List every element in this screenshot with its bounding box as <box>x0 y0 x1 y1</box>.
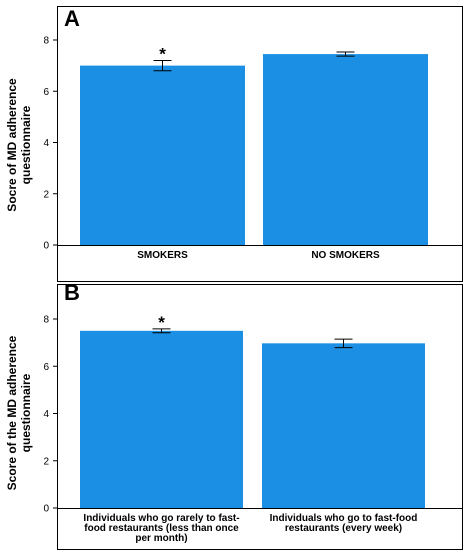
category-label: SMOKERS <box>137 250 188 261</box>
y-tick-label: 8 <box>43 36 49 47</box>
bar <box>80 330 243 508</box>
category-label-line: Individuals who go to fast-food <box>270 513 418 524</box>
y-tick-label: 0 <box>43 241 49 252</box>
chart-panel-a: 0 2 4 6 8 Socre of MD adherencequestionnaire A… <box>5 6 463 282</box>
panel-letter: A <box>64 6 80 31</box>
y-tick-label: 6 <box>43 362 49 373</box>
bar <box>263 54 428 245</box>
category-label: Individuals who go to fast-food restauran… <box>270 513 418 534</box>
y-axis-title-line: questionnaire <box>19 373 33 452</box>
y-tick-label: 4 <box>43 409 49 420</box>
category-label: NO SMOKERS <box>311 250 380 261</box>
category-label-line: Individuals who go rarely to fast- <box>83 513 239 524</box>
significance-marker: * <box>159 45 166 64</box>
y-axis-title-line: Score of the MD adherence <box>5 335 19 490</box>
category-label-line: SMOKERS <box>137 250 188 261</box>
y-axis-title-line: questionnaire <box>19 105 33 184</box>
category-label-line: food restaurants (less than once <box>84 523 239 534</box>
panel-letter: B <box>64 280 80 305</box>
category-label-line: NO SMOKERS <box>311 250 380 261</box>
y-tick-label: 8 <box>43 315 49 326</box>
y-tick-label: 2 <box>43 456 49 467</box>
bar <box>262 343 425 508</box>
y-tick-label: 6 <box>43 87 49 98</box>
y-tick-label: 2 <box>43 189 49 200</box>
chart-panel-b: 0 2 4 6 8 Score of the MD adherencequestionna… <box>5 280 463 550</box>
y-tick-label: 0 <box>43 504 49 515</box>
y-axis-title: Score of the MD adherencequestionnaire <box>5 335 33 490</box>
significance-marker: * <box>158 313 165 332</box>
category-label: Individuals who go rarely to fast-food r… <box>83 513 239 544</box>
y-axis-title-line: Socre of MD adherence <box>5 78 19 212</box>
category-label-line: per month) <box>135 533 187 544</box>
category-label-line: restaurants (every week) <box>285 523 402 534</box>
y-axis-title: Socre of MD adherencequestionnaire <box>5 78 33 212</box>
y-tick-label: 4 <box>43 138 49 149</box>
bar <box>80 65 245 245</box>
